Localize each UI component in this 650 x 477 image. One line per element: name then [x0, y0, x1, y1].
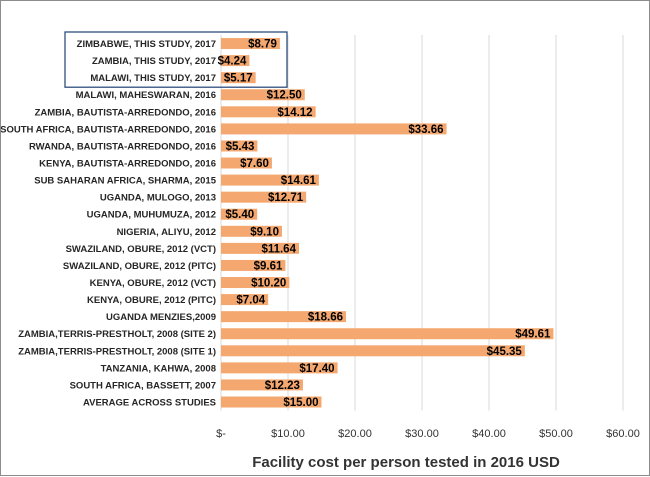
category-label: MALAWI, MAHESWARAN, 2016	[76, 90, 216, 101]
value-label: $10.20	[251, 278, 286, 290]
x-tick-label: $50.00	[539, 428, 573, 440]
category-label: MALAWI, THIS STUDY, 2017	[90, 73, 216, 84]
bar	[221, 174, 319, 186]
value-label: $12.23	[265, 380, 300, 392]
category-label: KENYA, OBURE, 2012 (VCT)	[90, 278, 216, 289]
bar	[221, 379, 303, 391]
category-label: RWANDA, BAUTISTA-ARREDONDO, 2016	[29, 141, 216, 152]
bar	[221, 191, 307, 203]
category-label: UGANDA MENZIES,2009	[106, 312, 216, 323]
value-label: $11.64	[261, 243, 296, 255]
value-label: $33.66	[408, 124, 443, 136]
category-label: ZAMBIA, THIS STUDY, 2017	[92, 56, 216, 67]
value-label: $17.40	[299, 363, 334, 375]
category-label: UGANDA, MULOGO, 2013	[100, 193, 216, 204]
value-label: $4.24	[218, 56, 247, 68]
category-label: KENYA, BAUTISTA-ARREDONDO, 2016	[39, 159, 216, 170]
category-label: SWAZILAND, OBURE, 2012 (VCT)	[66, 244, 216, 255]
bar	[221, 277, 290, 289]
category-label: SOUTH AFRICA, BAUTISTA-ARREDONDO, 2016	[1, 124, 216, 135]
category-label: SUB SAHARAN AFRICA, SHARMA, 2015	[34, 176, 216, 187]
value-label: $15.00	[283, 397, 318, 409]
value-label: $45.35	[487, 346, 523, 358]
category-label: AVERAGE ACROSS STUDIES	[83, 398, 216, 409]
bar	[221, 38, 280, 50]
value-label: $12.71	[268, 192, 304, 204]
bar	[221, 242, 299, 254]
category-label: NIGERIA, ALIYU, 2012	[117, 227, 216, 238]
value-label: $7.60	[240, 158, 269, 170]
bar	[221, 328, 554, 340]
x-tick-label: $60.00	[606, 428, 640, 440]
bar	[221, 294, 269, 306]
value-label: $12.50	[267, 90, 302, 102]
value-label: $5.40	[225, 209, 254, 221]
value-label: $18.66	[308, 312, 343, 324]
bar	[221, 345, 525, 357]
category-label: SWAZILAND, OBURE, 2012 (PITC)	[63, 261, 216, 272]
value-label: $14.61	[281, 175, 317, 187]
x-tick-label: $40.00	[472, 428, 506, 440]
bar	[221, 140, 258, 152]
x-tick-label: $10.00	[271, 428, 305, 440]
bar	[221, 225, 282, 237]
value-label: $9.61	[254, 260, 283, 272]
category-label: ZIMBABWE, THIS STUDY, 2017	[77, 39, 216, 50]
value-label: $9.10	[250, 226, 279, 238]
x-axis-title: Facility cost per person tested in 2016 …	[252, 454, 560, 471]
value-label: $7.04	[236, 295, 265, 307]
value-label: $14.12	[277, 107, 312, 119]
category-label: UGANDA, MUHUMUZA, 2012	[87, 210, 216, 221]
highlight-box-this-study	[64, 31, 288, 88]
category-label: TANZANIA, KAHWA, 2008	[101, 363, 216, 374]
value-label: $5.43	[226, 141, 255, 153]
bar	[221, 106, 316, 118]
category-label: ZAMBIA,TERRIS-PRESTHOLT, 2008 (SITE 2)	[18, 329, 216, 340]
x-tick-label: $30.00	[405, 428, 439, 440]
bar	[221, 89, 305, 101]
category-label: KENYA, OBURE, 2012 (PITC)	[87, 295, 216, 306]
category-label: ZAMBIA,TERRIS-PRESTHOLT, 2008 (SITE 1)	[18, 346, 216, 357]
bar	[221, 259, 286, 271]
bar	[221, 362, 338, 374]
category-label: SOUTH AFRICA, BASSETT, 2007	[70, 380, 216, 391]
bar	[221, 311, 347, 323]
bar	[221, 208, 258, 220]
bar	[221, 72, 256, 84]
x-tick-label: $-	[216, 428, 226, 440]
bar	[221, 123, 447, 135]
value-label: $49.61	[515, 329, 551, 341]
bar	[221, 396, 322, 408]
category-label: ZAMBIA, BAUTISTA-ARREDONDO, 2016	[35, 107, 216, 118]
value-label: $5.17	[224, 73, 253, 85]
bar	[221, 55, 250, 67]
bar	[221, 157, 272, 169]
x-tick-label: $20.00	[338, 428, 372, 440]
value-label: $8.79	[248, 39, 277, 51]
